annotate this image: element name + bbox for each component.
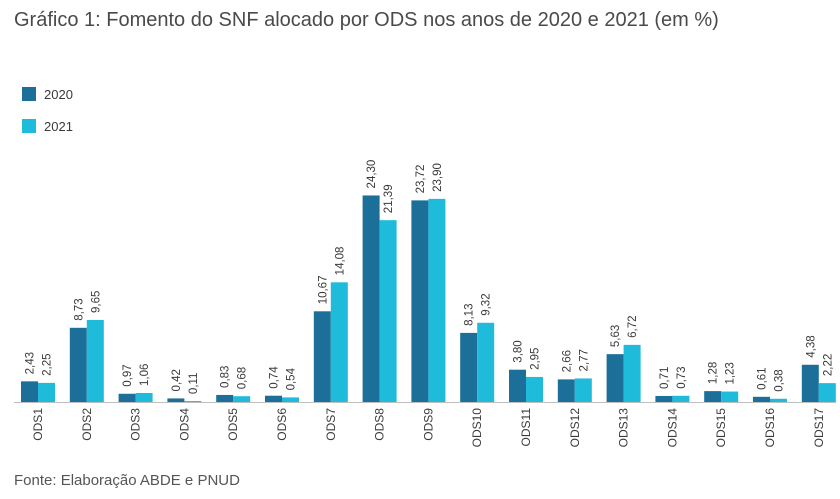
category-label-ods1: ODS1 [31,408,45,441]
data-label-ods9-2020: 23,72 [415,165,427,194]
bar-ods6-2020 [265,395,282,402]
bar-ods11-2020 [509,369,526,402]
legend-swatch-2020 [22,87,36,101]
bar-ods14-2021 [672,395,690,402]
bar-ods14-2020 [655,395,673,402]
data-label-ods10-2020: 8,13 [464,304,476,326]
category-label-ods13: ODS13 [617,408,631,448]
data-label-ods5-2020: 0,83 [220,366,232,388]
data-label-ods13-2020: 5,63 [610,325,622,347]
category-label-ods5: ODS5 [226,408,240,441]
data-label-ods17-2020: 4,38 [805,335,817,357]
category-label-ods2: ODS2 [80,408,94,441]
data-label-ods7-2020: 10,67 [317,276,329,305]
data-label-ods3-2020: 0,97 [122,364,134,386]
bar-ods7-2020 [313,311,331,402]
bar-ods7-2021 [330,282,348,402]
bar-ods17-2020 [801,364,819,402]
bar-ods5-2020 [216,394,234,402]
data-label-ods13-2021: 6,72 [627,315,639,337]
legend-item-2020: 2020 [22,86,73,102]
bar-ods15-2020 [704,391,722,402]
chart-title: Gráfico 1: Fomento do SNF alocado por OD… [14,9,719,31]
data-label-ods2-2021: 9,65 [90,291,102,313]
bar-ods1-2020 [21,381,38,402]
data-label-ods6-2021: 0,54 [286,367,298,390]
chart-legend: 2020 2021 [22,86,73,150]
category-label-ods9: ODS9 [421,408,435,441]
bar-ods1-2021 [38,382,55,402]
data-label-ods4-2021: 0,11 [188,373,200,395]
bar-ods2-2021 [86,319,104,402]
legend-label-2020: 2020 [44,86,73,102]
data-label-ods8-2020: 24,30 [366,160,378,189]
data-label-ods11-2020: 3,80 [513,340,525,362]
category-label-ods3: ODS3 [129,408,143,441]
bar-ods2-2020 [69,327,87,402]
category-label-ods17: ODS17 [812,408,826,448]
bar-ods5-2021 [233,396,251,402]
bar-ods13-2021 [623,344,641,402]
data-label-ods6-2020: 0,74 [269,366,281,389]
category-label-ods11: ODS11 [519,408,533,447]
bar-ods16-2020 [753,396,770,402]
data-label-ods4-2020: 0,42 [171,369,183,391]
category-label-ods15: ODS15 [714,408,728,448]
bar-ods4-2020 [167,398,185,402]
data-label-ods2-2020: 8,73 [73,298,85,320]
data-label-ods9-2021: 23,90 [432,163,444,192]
data-label-ods17-2021: 2,22 [822,354,834,376]
data-label-ods15-2021: 1,23 [725,362,737,384]
bar-ods10-2020 [460,332,478,402]
data-label-ods16-2020: 0,61 [757,367,769,389]
bar-ods13-2020 [606,354,624,402]
category-label-ods10: ODS10 [470,408,484,448]
bar-ods12-2021 [574,378,592,402]
data-label-ods11-2021: 2,95 [530,348,542,370]
category-label-ods8: ODS8 [373,408,387,441]
bar-ods3-2020 [118,393,136,402]
bar-ods3-2021 [135,392,153,402]
category-label-ods14: ODS14 [665,408,679,448]
bar-ods16-2021 [770,398,787,402]
data-label-ods12-2021: 2,77 [578,349,590,371]
data-label-ods15-2020: 1,28 [708,362,720,384]
data-label-ods14-2020: 0,71 [659,367,671,389]
bar-ods9-2020 [411,200,429,402]
data-label-ods5-2021: 0,68 [237,367,249,389]
bar-ods6-2021 [282,397,299,402]
data-label-ods14-2021: 0,73 [676,366,688,388]
category-label-ods6: ODS6 [275,408,289,441]
category-label-ods4: ODS4 [177,408,191,441]
data-label-ods1-2020: 2,43 [25,352,37,374]
bar-ods8-2020 [362,195,380,402]
category-label-ods16: ODS16 [763,408,777,448]
legend-item-2021: 2021 [22,118,73,134]
data-label-ods12-2020: 2,66 [561,350,573,372]
bar-ods4-2021 [184,401,202,402]
source-note: Fonte: Elaboração ABDE e PNUD [14,472,240,489]
legend-label-2021: 2021 [44,118,73,134]
bar-ods12-2020 [557,379,575,402]
bar-ods9-2021 [428,198,446,402]
legend-swatch-2021 [22,119,36,133]
category-label-ods12: ODS12 [568,408,582,448]
bar-ods10-2021 [477,322,495,402]
category-label-ods7: ODS7 [324,408,338,441]
bar-ods8-2021 [379,220,397,402]
data-label-ods7-2021: 14,08 [334,247,346,276]
data-label-ods10-2021: 9,32 [481,293,493,315]
bar-ods17-2021 [818,383,836,402]
bar-ods11-2021 [526,376,543,402]
data-label-ods3-2021: 1,06 [139,364,151,386]
bar-ods15-2021 [721,391,739,402]
data-label-ods16-2021: 0,38 [774,369,786,391]
data-label-ods8-2021: 21,39 [383,184,395,213]
data-label-ods1-2021: 2,25 [42,353,54,375]
